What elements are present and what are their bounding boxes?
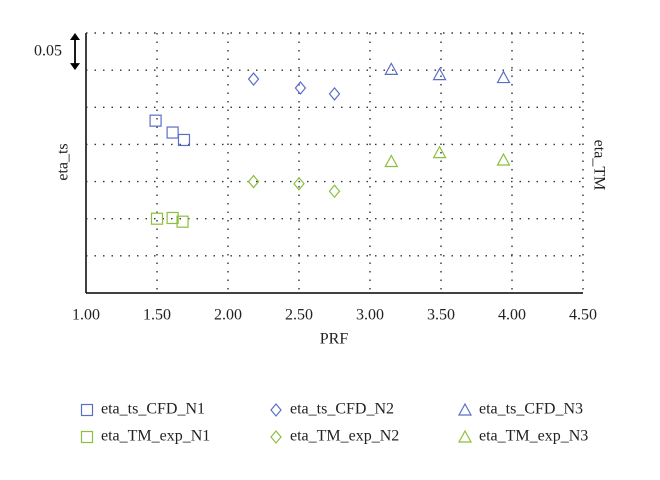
x-tick-label: 3.50 [427, 307, 455, 324]
point [247, 174, 260, 189]
point [176, 215, 189, 228]
legend-label: eta_TM_exp_N1 [101, 428, 210, 445]
x-tick-label: 4.00 [498, 307, 526, 324]
point [384, 154, 399, 168]
x-tick-label: 1.50 [143, 307, 171, 324]
legend-marker [270, 403, 282, 417]
x-tick-label: 3.00 [356, 307, 384, 324]
point [293, 176, 305, 191]
point [328, 86, 341, 101]
point [496, 70, 511, 84]
point [294, 81, 307, 95]
x-tick-label: 4.50 [569, 307, 597, 324]
point [247, 72, 260, 86]
legend-label: eta_ts_CFD_N3 [479, 401, 583, 418]
legend-marker [270, 430, 282, 444]
legend-marker [80, 430, 94, 444]
point [166, 126, 179, 139]
legend-marker [80, 403, 94, 417]
point [149, 114, 162, 127]
legend-label: eta_ts_CFD_N1 [101, 401, 205, 418]
y2-axis-label: eta_TM [590, 140, 607, 191]
point [432, 67, 447, 81]
point [384, 62, 399, 75]
point [496, 152, 511, 166]
legend-marker [457, 402, 473, 416]
x-axis-label: PRF [320, 331, 349, 348]
legend-label: eta_TM_exp_N2 [290, 428, 399, 445]
point [150, 212, 164, 225]
scale-bar-label: 0.05 [34, 43, 62, 60]
y-axis-label: eta_ts [55, 143, 72, 180]
legend-marker [457, 429, 473, 443]
x-tick-label: 2.00 [214, 307, 242, 324]
point [432, 145, 447, 159]
point [166, 211, 179, 225]
x-tick-label: 1.00 [72, 307, 100, 324]
x-tick-label: 2.50 [285, 307, 313, 324]
point [177, 133, 191, 147]
legend-label: eta_ts_CFD_N2 [290, 401, 394, 418]
point [328, 184, 341, 199]
legend-label: eta_TM_exp_N3 [479, 428, 588, 445]
